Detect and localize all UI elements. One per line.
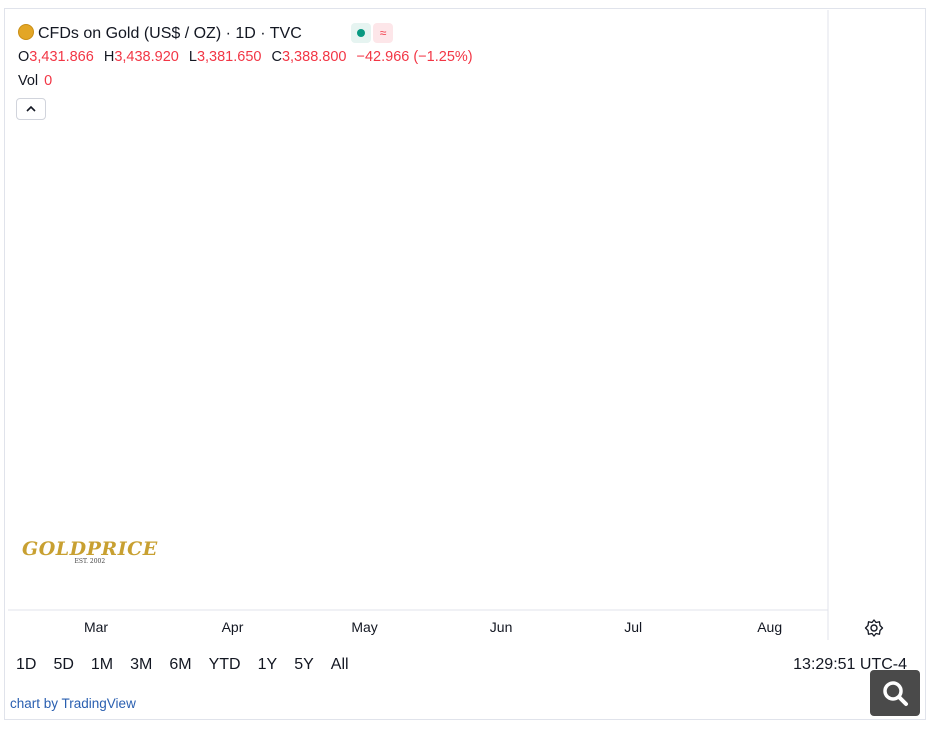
timezone-clock[interactable]: 13:29:51 UTC-4: [793, 656, 907, 673]
symbol-header: CFDs on Gold (US$ / OZ) · 1D · TVC: [18, 24, 302, 43]
market-status-icon[interactable]: [351, 23, 371, 43]
gold-coin-icon: [18, 24, 34, 40]
volume-label: Vol: [18, 73, 39, 89]
collapse-legend-button[interactable]: [16, 98, 46, 120]
search-button[interactable]: [870, 670, 920, 716]
high-label: H: [103, 49, 115, 65]
low-label: L: [188, 49, 197, 65]
goldprice-logo: GOLDPRICE EST. 2002: [22, 538, 158, 565]
search-icon: [883, 681, 908, 706]
x-tick-label: Apr: [222, 619, 244, 635]
range-3m[interactable]: 3M: [130, 656, 153, 673]
logo-text: GOLDPRICE: [22, 538, 158, 560]
x-tick-label: Jul: [624, 619, 642, 635]
range-1y[interactable]: 1Y: [257, 656, 278, 673]
range-1d[interactable]: 1D: [16, 656, 37, 673]
ohlc-readout: O3,431.866 H3,438.920 L3,381.650 C3,388.…: [18, 49, 479, 65]
open-label: O: [18, 49, 30, 65]
tradingview-credit-link[interactable]: chart by TradingView: [10, 696, 136, 711]
logo-subtext: EST. 2002: [74, 558, 106, 565]
volume-value: 0: [44, 73, 53, 89]
time-range-bar: 1D 5D 1M 3M 6M YTD 1Y 5Y All: [16, 656, 366, 674]
low-value: 3,381.650: [196, 49, 262, 65]
range-ytd[interactable]: YTD: [208, 656, 241, 673]
volume-readout: Vol 0: [18, 73, 52, 89]
open-value: 3,431.866: [29, 49, 94, 65]
close-value: 3,388.800: [281, 49, 347, 65]
x-tick-label: Jun: [490, 619, 513, 635]
close-label: C: [271, 49, 282, 65]
gear-icon[interactable]: [864, 618, 884, 638]
range-5d[interactable]: 5D: [53, 656, 74, 673]
range-5y[interactable]: 5Y: [294, 656, 314, 673]
high-value: 3,438.920: [114, 49, 179, 65]
chevron-up-icon: [26, 105, 36, 112]
range-1m[interactable]: 1M: [90, 656, 114, 673]
x-tick-label: Mar: [84, 619, 108, 635]
symbol-title: CFDs on Gold (US$ / OZ) · 1D · TVC: [38, 25, 302, 42]
x-tick-label: May: [351, 619, 377, 635]
range-all[interactable]: All: [330, 656, 349, 673]
change-value: −42.966 (−1.25%): [356, 49, 473, 65]
range-6m[interactable]: 6M: [169, 656, 192, 673]
x-tick-label: Aug: [757, 619, 782, 635]
data-feed-icon[interactable]: ≈: [373, 23, 393, 43]
chart-frame: [4, 8, 926, 720]
